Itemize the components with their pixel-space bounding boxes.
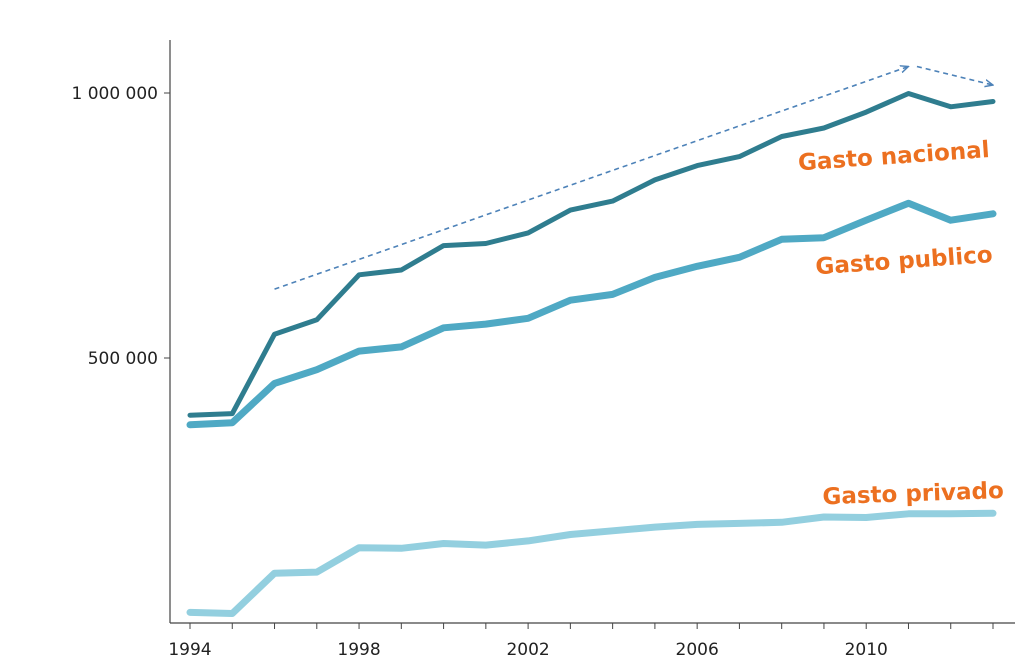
- series-label-2: Gasto privado: [822, 478, 1004, 510]
- y-axis-ticks: 500 000 1 000 000: [71, 84, 170, 369]
- series-line-0: [187, 91, 996, 418]
- y-tick-label: 500 000: [88, 349, 158, 369]
- x-tick-label: 2006: [676, 640, 719, 660]
- series-lines: [186, 91, 997, 617]
- x-tick-label: 2010: [845, 640, 888, 660]
- x-tick-label: 1994: [168, 640, 211, 660]
- series-line-1: [186, 199, 997, 429]
- x-axis-ticks: 1994 1998 2002 2006 2010: [168, 623, 994, 660]
- series-label-1: Gasto publico: [815, 242, 994, 280]
- y-tick-label: 1 000 000: [71, 84, 158, 104]
- trend-arrow-up: [274, 67, 909, 290]
- series-label-0: Gasto nacional: [797, 137, 990, 176]
- trend-arrow-down: [916, 65, 993, 86]
- series-line-2: [186, 509, 997, 617]
- series-labels: Gasto nacional Gasto publico Gasto privado: [797, 137, 1004, 510]
- trend-arrows: [274, 65, 993, 290]
- x-tick-label: 1998: [337, 640, 380, 660]
- chart-axes: [169, 40, 1015, 624]
- x-tick-label: 2002: [506, 640, 549, 660]
